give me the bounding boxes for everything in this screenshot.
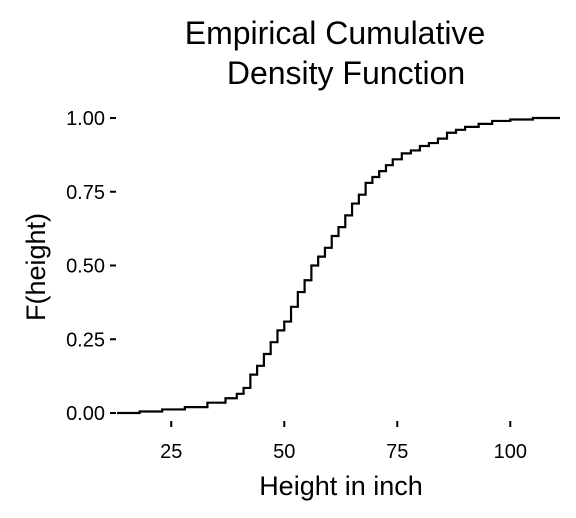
y-tick-label: 0.75 xyxy=(66,182,105,204)
plot-area xyxy=(117,116,560,415)
y-axis: 0.00 0.25 0.50 0.75 1.00 xyxy=(66,108,116,425)
x-tick-label: 50 xyxy=(273,441,295,463)
chart-title-line-2: Density Function xyxy=(227,55,465,91)
y-tick-label: 1.00 xyxy=(66,108,105,130)
y-tick-label: 0.50 xyxy=(66,256,105,278)
x-axis: 25 50 75 100 xyxy=(160,421,527,463)
x-axis-label: Height in inch xyxy=(259,471,423,501)
y-tick-label: 0.00 xyxy=(66,403,105,425)
y-axis-label: F(height) xyxy=(21,213,51,321)
chart-title-line-1: Empirical Cumulative xyxy=(185,15,486,51)
x-tick-label: 100 xyxy=(494,441,527,463)
y-tick-label: 0.25 xyxy=(66,329,105,351)
x-tick-label: 75 xyxy=(386,441,408,463)
x-tick-label: 25 xyxy=(160,441,182,463)
ecdf-step-line xyxy=(117,116,560,415)
